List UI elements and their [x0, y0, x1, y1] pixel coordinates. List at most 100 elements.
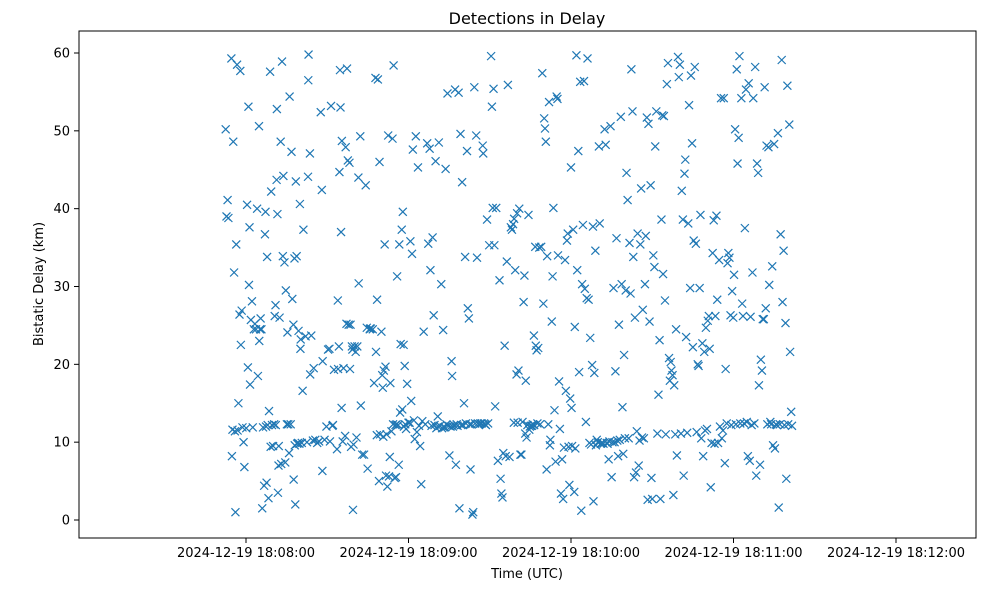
- data-point: [569, 487, 579, 497]
- data-point: [256, 313, 266, 323]
- y-tick-label: 0: [62, 514, 70, 529]
- data-point: [787, 421, 797, 431]
- data-point: [631, 468, 641, 477]
- data-point: [495, 275, 504, 285]
- data-point: [644, 119, 653, 129]
- data-point: [725, 253, 734, 263]
- data-point: [244, 102, 253, 112]
- data-point: [759, 314, 769, 324]
- data-point: [541, 137, 551, 147]
- data-point: [349, 440, 358, 449]
- data-point: [730, 124, 740, 134]
- data-point: [447, 371, 457, 381]
- data-point: [283, 327, 292, 337]
- data-point: [746, 312, 755, 322]
- data-point: [302, 437, 312, 447]
- data-point: [254, 336, 264, 346]
- data-point: [772, 420, 782, 430]
- data-point: [633, 229, 643, 238]
- data-point: [408, 145, 418, 154]
- data-point: [713, 438, 723, 448]
- data-point: [720, 458, 730, 468]
- data-point: [570, 322, 580, 332]
- data-point: [579, 76, 589, 86]
- data-point: [737, 299, 747, 309]
- data-point: [639, 433, 649, 443]
- data-point: [426, 265, 435, 275]
- data-point: [248, 422, 258, 432]
- data-point: [352, 433, 361, 442]
- data-point: [352, 342, 362, 351]
- data-point: [673, 52, 683, 62]
- data-point: [273, 488, 283, 498]
- data-point: [519, 271, 529, 281]
- data-point: [462, 146, 472, 156]
- data-point: [718, 426, 728, 435]
- data-point: [271, 420, 281, 430]
- data-point: [410, 434, 420, 444]
- data-point: [243, 363, 253, 372]
- data-point: [553, 250, 563, 260]
- data-point: [607, 472, 617, 482]
- data-point: [328, 420, 338, 430]
- data-point: [609, 283, 618, 293]
- data-point: [231, 507, 240, 517]
- data-point: [397, 405, 407, 414]
- data-point: [769, 139, 779, 149]
- data-point: [634, 461, 644, 470]
- data-point: [590, 246, 600, 256]
- data-point: [604, 454, 614, 464]
- y-tick-label: 60: [53, 47, 70, 62]
- data-point: [363, 464, 373, 474]
- data-point: [521, 376, 531, 386]
- data-point: [406, 396, 416, 406]
- data-point: [280, 257, 289, 267]
- data-point: [354, 278, 364, 288]
- data-point: [734, 133, 744, 143]
- data-point: [612, 233, 621, 243]
- data-point: [267, 420, 277, 430]
- data-point: [383, 131, 393, 140]
- data-point: [433, 412, 443, 421]
- data-point: [265, 67, 275, 77]
- data-point: [563, 229, 573, 238]
- data-point: [257, 503, 267, 513]
- data-point: [385, 378, 395, 388]
- data-point: [428, 233, 438, 242]
- data-point: [396, 339, 406, 349]
- data-point: [554, 377, 564, 386]
- data-point: [640, 279, 650, 289]
- data-point: [567, 403, 576, 413]
- data-point: [514, 366, 523, 375]
- data-point: [750, 62, 760, 72]
- data-point: [456, 129, 465, 139]
- data-point: [292, 251, 302, 261]
- data-point: [309, 363, 319, 373]
- data-point: [620, 433, 630, 443]
- data-point: [369, 378, 379, 388]
- data-point: [571, 50, 581, 60]
- data-point: [266, 187, 276, 196]
- data-point: [517, 450, 526, 460]
- data-point: [356, 401, 366, 411]
- data-point: [429, 310, 439, 320]
- data-point: [306, 331, 316, 340]
- data-point: [547, 317, 557, 326]
- data-point: [512, 208, 522, 218]
- data-point: [413, 162, 423, 172]
- data-point: [278, 251, 288, 261]
- data-point: [382, 482, 392, 491]
- data-point: [388, 134, 397, 144]
- data-point: [708, 248, 718, 258]
- data-point: [438, 325, 448, 335]
- data-point: [696, 433, 706, 443]
- data-markers: [221, 50, 797, 519]
- data-point: [655, 494, 665, 504]
- data-point: [296, 335, 306, 344]
- data-point: [260, 229, 270, 239]
- data-point: [697, 338, 707, 348]
- data-point: [595, 219, 605, 228]
- data-point: [335, 65, 345, 75]
- x-tick-label: 2024-12-19 18:11:00: [664, 546, 802, 561]
- data-point: [503, 80, 513, 90]
